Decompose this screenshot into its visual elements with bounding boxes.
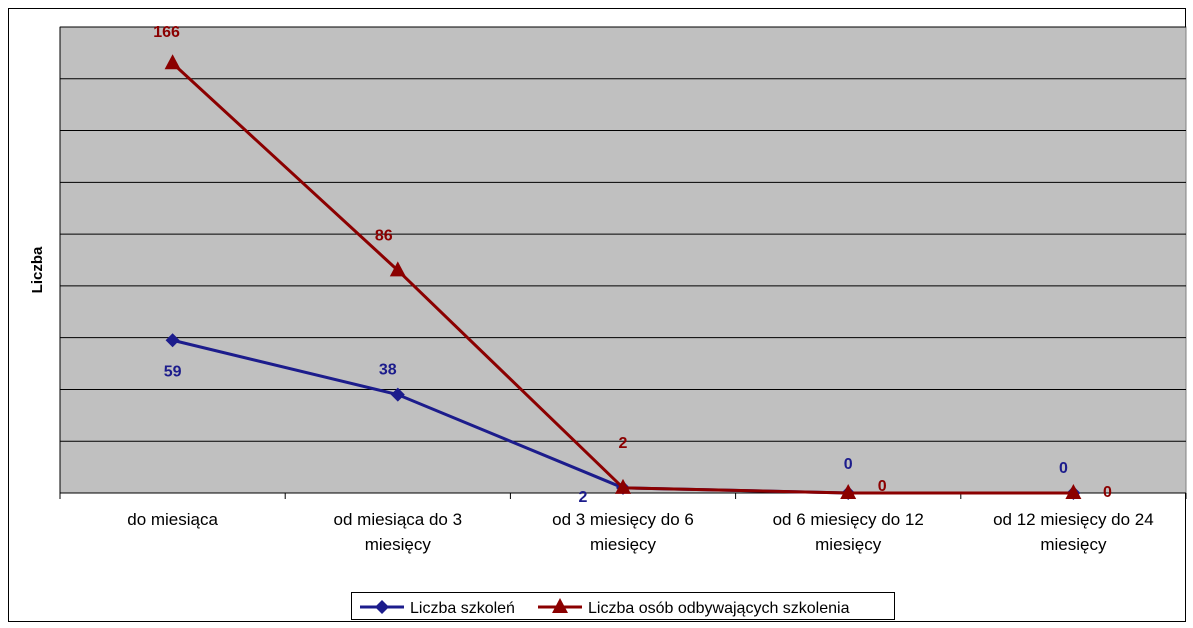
series-layer (164, 54, 1082, 500)
x-tick-label: od 12 miesięcy do 24 miesięcy (993, 510, 1154, 554)
data-label: 0 (1059, 460, 1068, 477)
x-tick-label: do miesiąca (127, 510, 218, 529)
legend-marker (375, 600, 389, 614)
data-label: 2 (619, 435, 628, 452)
series-2-point (164, 54, 181, 70)
data-label: 86 (375, 227, 393, 244)
series-2-point (389, 261, 406, 277)
x-tick-label: od 6 miesięcy do 12 miesięcy (773, 510, 924, 554)
data-labels: 59 38 2 0 0 166 86 2 0 0 (153, 24, 1112, 506)
data-label: 0 (878, 478, 887, 495)
data-label: 59 (164, 363, 182, 380)
data-label: 0 (1103, 484, 1112, 501)
legend-label: Liczba osób odbywających szkolenia (588, 600, 850, 617)
series-1-point (390, 387, 405, 402)
legend-label: Liczba szkoleń (410, 600, 515, 617)
data-label: 166 (153, 24, 180, 41)
legend-entry: Liczba osób odbywających szkolenia (538, 598, 850, 617)
data-label: 38 (379, 362, 397, 379)
gridlines (60, 26, 1186, 442)
data-label: 0 (844, 456, 853, 473)
y-axis-title: Liczba (29, 246, 46, 293)
x-tick-label: od miesiąca do 3 miesięcy (334, 510, 463, 554)
plot-area (59, 26, 1187, 494)
x-tick-label: od 3 miesięcy do 6 miesięcy (552, 510, 694, 554)
data-label: 2 (579, 489, 588, 506)
legend: Liczba szkoleń Liczba osób odbywających s… (351, 592, 895, 620)
legend-marker (552, 598, 568, 613)
series-2-point (615, 478, 631, 494)
series-2-point (840, 484, 857, 499)
series-2-point (1065, 484, 1082, 499)
x-axis: do miesiąca od miesiąca do 3 miesięcy od 3 … (59, 492, 1187, 554)
series-1-point (165, 333, 180, 348)
legend-entry: Liczba szkoleń (360, 600, 515, 617)
